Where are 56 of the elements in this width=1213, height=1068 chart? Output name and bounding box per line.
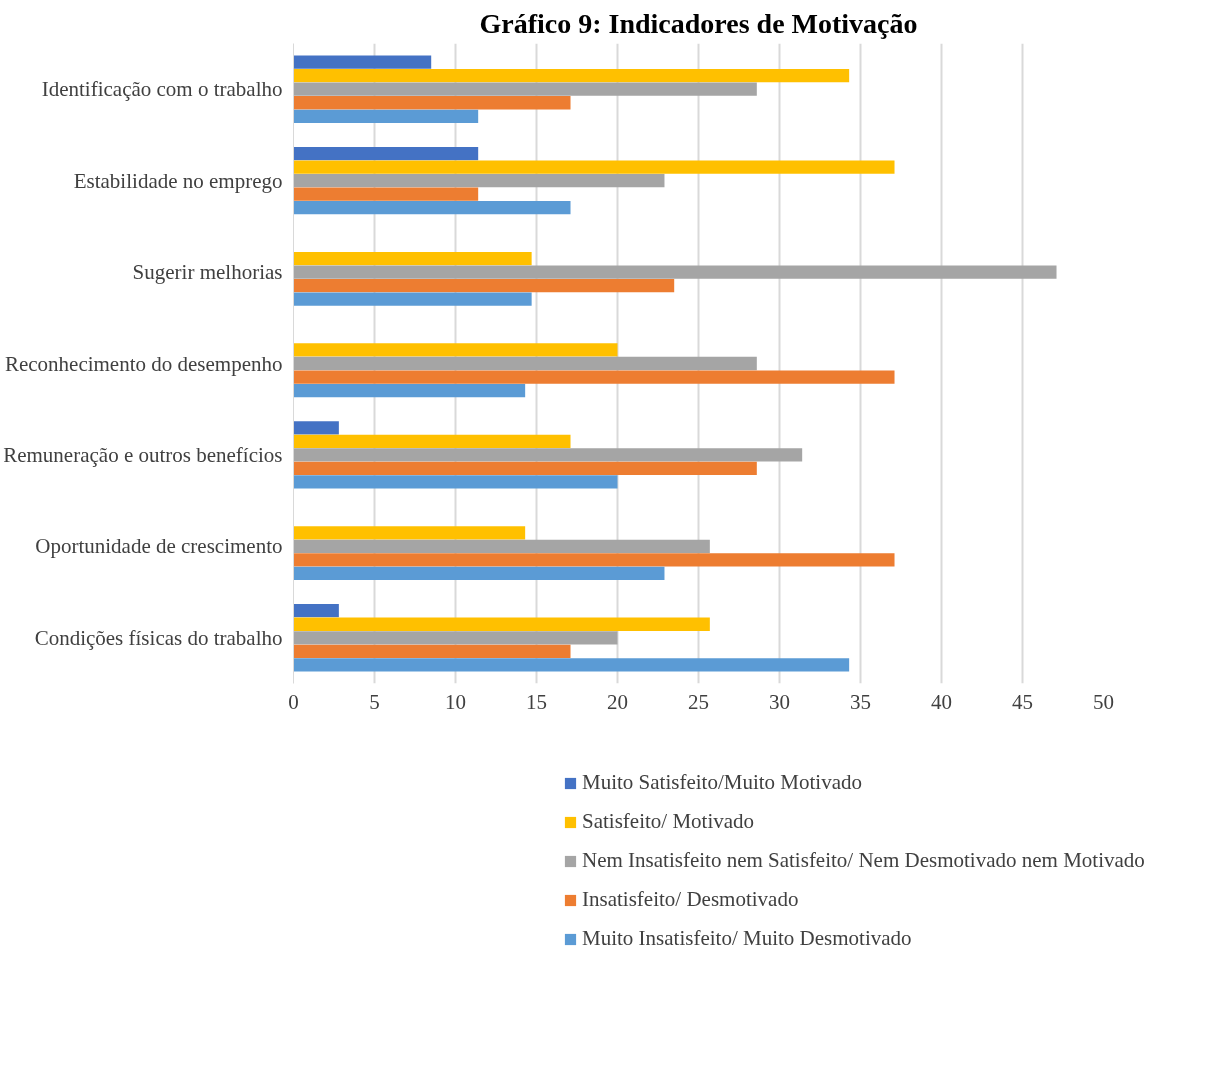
bar [293, 631, 618, 645]
y-tick-label: Identificação com o trabalho [41, 77, 283, 102]
bar [293, 201, 571, 215]
x-tick-label: 15 [526, 689, 547, 714]
bar [293, 69, 850, 83]
bar [293, 383, 526, 398]
bar [293, 278, 675, 293]
y-tick-label: Estabilidade no emprego [73, 168, 283, 193]
x-tick-label: 40 [931, 689, 952, 714]
x-tick-label: 35 [850, 689, 871, 714]
legend-label: Insatisfeito/ Desmotivado [582, 887, 799, 912]
bar [293, 265, 1057, 279]
bar [293, 160, 895, 174]
bar [293, 461, 757, 476]
y-tick-label: Sugerir melhorias [132, 260, 283, 285]
bar [293, 448, 803, 462]
y-tick-label: Condições físicas do trabalho [34, 625, 283, 650]
bar [293, 96, 571, 110]
bar [293, 82, 757, 96]
bar [293, 526, 526, 540]
x-tick-label: 45 [1012, 689, 1033, 714]
bar [293, 174, 665, 188]
x-tick-label: 0 [288, 689, 299, 714]
x-tick-label: 10 [445, 689, 466, 714]
bar [293, 292, 532, 306]
bar [293, 370, 895, 384]
bar [293, 187, 479, 201]
chart-title: Gráfico 9: Indicadores de Motivação [479, 7, 918, 39]
bar [293, 55, 432, 69]
x-tick-label: 30 [769, 689, 790, 714]
bar [293, 251, 532, 266]
x-tick-label: 20 [607, 689, 628, 714]
x-tick-label: 5 [369, 689, 380, 714]
bar [293, 658, 850, 672]
y-tick-label: Oportunidade de crescimento [35, 534, 283, 559]
bar [293, 553, 895, 567]
bar [293, 644, 571, 658]
bar [293, 539, 710, 553]
bar [293, 566, 665, 581]
bar [293, 146, 479, 161]
legend-label: Nem Insatisfeito nem Satisfeito/ Nem Desmotivado nem Motivado [582, 848, 1145, 873]
bar [293, 434, 571, 449]
bar [293, 356, 757, 371]
legend-label: Satisfeito/ Motivado [582, 809, 755, 834]
bar [293, 475, 618, 489]
x-tick-label: 25 [688, 689, 709, 714]
y-tick-label: Remuneração e outros benefícios [3, 442, 283, 467]
x-tick-label: 50 [1093, 689, 1114, 714]
bar [293, 343, 618, 357]
bar [293, 604, 339, 618]
bar [293, 109, 479, 123]
bar [293, 617, 710, 631]
legend-label: Muito Insatisfeito/ Muito Desmotivado [582, 926, 912, 951]
y-tick-label: Reconhecimento do desempenho [4, 351, 283, 376]
bar [293, 421, 339, 435]
legend-label: Muito Satisfeito/Muito Motivado [582, 770, 863, 795]
